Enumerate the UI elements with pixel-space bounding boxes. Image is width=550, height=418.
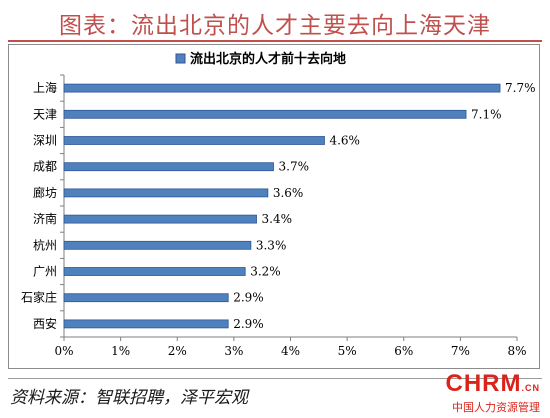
source-note: 资料来源：智联招聘，泽平宏观: [10, 388, 248, 408]
value-label: 3.6%: [273, 186, 304, 200]
x-tick-label: 8%: [507, 344, 526, 358]
bar: [63, 83, 501, 93]
chart-frame: 流出北京的人才前十去向地 0% 1% 2% 3% 4% 5% 6% 7% 8% 上海 7.7% 天津 7…: [8, 44, 540, 369]
category-label: 济南: [33, 211, 57, 226]
legend-label: 流出北京的人才前十去向地: [190, 51, 346, 67]
x-tick-label: 2%: [168, 344, 187, 358]
source-divider: [8, 378, 542, 379]
x-tick-label: 0%: [54, 344, 73, 358]
value-label: 3.3%: [256, 238, 286, 252]
bar: [63, 214, 257, 224]
x-tick-label: 5%: [338, 344, 357, 358]
category-label: 广州: [33, 265, 57, 279]
category-label: 深圳: [33, 134, 57, 148]
bar: [63, 240, 252, 250]
category-label: 成都: [33, 160, 57, 174]
watermark: CHRM.CN 中国人力资源管理: [430, 370, 541, 416]
category-label: 石家庄: [21, 290, 57, 305]
bar: [63, 267, 246, 276]
category-label: 天津: [33, 107, 57, 121]
x-tick-label: 1%: [111, 344, 130, 358]
x-tick-label: 6%: [394, 344, 413, 358]
watermark-subtitle: 中国人力资源管理: [452, 401, 540, 414]
value-label: 2.9%: [233, 317, 264, 331]
value-label: 3.7%: [279, 160, 310, 174]
chart-legend: 流出北京的人才前十去向地: [175, 51, 346, 67]
page-title: 图表：流出北京的人才主要去向上海天津: [59, 13, 491, 39]
watermark-logo: CHRM.CN: [446, 370, 541, 398]
category-label: 廊坊: [33, 185, 57, 200]
value-label: 3.4%: [262, 212, 293, 226]
category-label: 上海: [33, 80, 57, 95]
watermark-logo-suffix: .CN: [521, 383, 540, 393]
category-label: 西安: [33, 316, 57, 331]
bar: [63, 109, 467, 119]
bar: [63, 136, 325, 145]
bar: [63, 188, 269, 198]
value-label: 4.6%: [329, 134, 360, 148]
bar: [63, 319, 229, 329]
bar-chart: 流出北京的人才前十去向地 0% 1% 2% 3% 4% 5% 6% 7% 8% 上海 7.7% 天津 7…: [21, 51, 536, 358]
x-tick-label: 4%: [281, 344, 300, 358]
value-label: 7.1%: [471, 107, 502, 121]
title-divider: [8, 40, 542, 42]
category-label: 杭州: [33, 237, 57, 252]
value-label: 7.7%: [505, 81, 536, 95]
watermark-logo-text: CHRM: [445, 370, 522, 397]
x-tick-label: 3%: [224, 344, 243, 358]
bar: [63, 162, 274, 172]
legend-swatch: [175, 53, 186, 64]
bar: [63, 293, 229, 303]
value-label: 2.9%: [233, 291, 264, 305]
x-tick-label: 7%: [451, 344, 470, 358]
value-label: 3.2%: [250, 265, 281, 279]
